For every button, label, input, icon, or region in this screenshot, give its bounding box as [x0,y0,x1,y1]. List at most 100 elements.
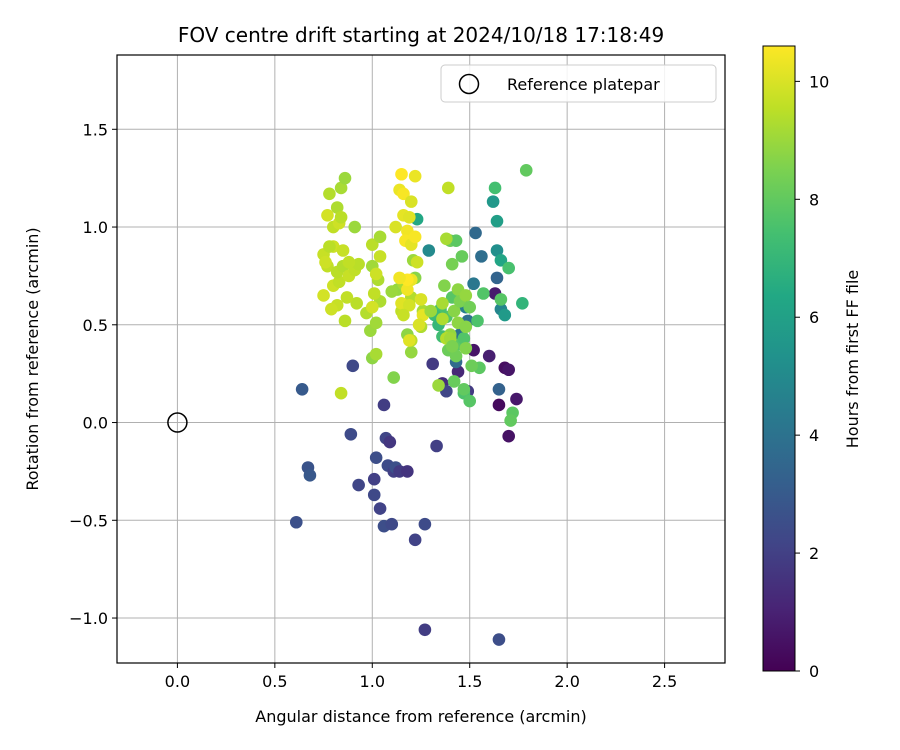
x-tick-label: 2.0 [554,672,579,691]
reference-marker-group [167,412,188,433]
data-point [477,287,490,300]
data-point [422,244,436,257]
y-tick-label: −1.0 [69,609,108,628]
scatter-points [289,164,533,646]
data-point [330,201,344,214]
data-point [492,383,506,396]
data-point [323,240,336,253]
data-point [332,275,346,289]
data-point [490,271,504,285]
data-point [447,304,461,318]
data-point [369,451,383,465]
data-point [369,347,383,361]
data-point [387,371,401,384]
data-point [295,383,309,396]
y-axis: −1.0 −0.5 0.0 0.5 1.0 1.5 [69,120,117,628]
data-point [441,181,455,195]
data-point [321,209,334,222]
colorbar-ticks: 0 2 4 6 8 10 [795,72,829,681]
data-point [303,469,317,482]
data-point [365,300,379,314]
data-point [516,296,529,310]
data-point [467,277,480,291]
data-point [445,257,459,271]
data-point [334,210,348,224]
colorbar-tick-label: 2 [809,544,819,563]
data-point [492,398,506,412]
x-tick-label: 0.0 [165,672,190,691]
data-point [348,220,362,234]
data-point [418,623,432,637]
data-point [459,341,473,355]
legend-box [440,64,717,103]
data-point [367,287,381,300]
data-point [350,296,363,310]
data-point [389,220,402,234]
colorbar-tick-label: 0 [809,662,819,681]
data-point [373,250,387,263]
data-point [401,465,414,478]
data-point [412,318,426,332]
data-point [403,210,416,224]
colorbar-tick-label: 8 [809,190,819,209]
data-point [469,226,482,240]
data-point [404,345,418,359]
x-axis-label: Angular distance from reference (arcmin) [255,707,586,726]
data-point [340,291,354,304]
data-point [457,332,471,345]
data-point [397,308,410,322]
colorbar-tick-label: 10 [809,72,829,91]
data-point [459,320,473,334]
data-point [369,316,383,330]
y-tick-label: −0.5 [69,511,108,530]
data-point [445,339,459,353]
data-point [325,302,338,316]
colorbar [762,45,796,672]
data-point [352,257,365,271]
data-point [336,244,350,257]
y-tick-label: 1.0 [83,218,108,237]
data-point [377,398,391,412]
y-tick-label: 1.5 [83,120,108,139]
data-point [502,429,515,443]
data-point [436,312,449,326]
x-tick-label: 1.5 [457,672,482,691]
data-point [492,633,506,646]
data-point [369,267,383,281]
data-point [338,171,352,185]
data-point [346,359,360,373]
colorbar-tick-label: 4 [809,426,819,445]
legend: Reference platepar [440,64,717,103]
data-point [482,349,496,363]
data-point [430,439,443,453]
data-point [367,488,381,502]
data-point [334,386,348,400]
x-axis: 0.0 0.5 1.0 1.5 2.0 2.5 [165,663,677,691]
data-point [418,517,432,531]
data-point [365,238,379,251]
data-point [385,285,399,298]
data-point [289,515,303,529]
data-point [502,261,515,275]
data-point [519,164,533,177]
data-point [342,255,356,269]
data-point [408,230,422,244]
y-tick-label: 0.0 [83,414,108,433]
data-point [426,357,439,371]
data-point [383,435,397,449]
data-point [403,334,416,347]
x-tick-label: 2.5 [652,672,677,691]
data-point [367,472,381,486]
data-point [494,253,508,267]
legend-label-reference: Reference platepar [507,75,660,94]
data-point [440,232,453,246]
data-point [490,244,504,257]
data-point [373,230,387,244]
data-point [334,181,348,195]
data-point [393,271,406,285]
data-point [424,304,438,318]
data-point [494,293,508,306]
data-point [432,379,445,392]
data-point [490,214,504,228]
